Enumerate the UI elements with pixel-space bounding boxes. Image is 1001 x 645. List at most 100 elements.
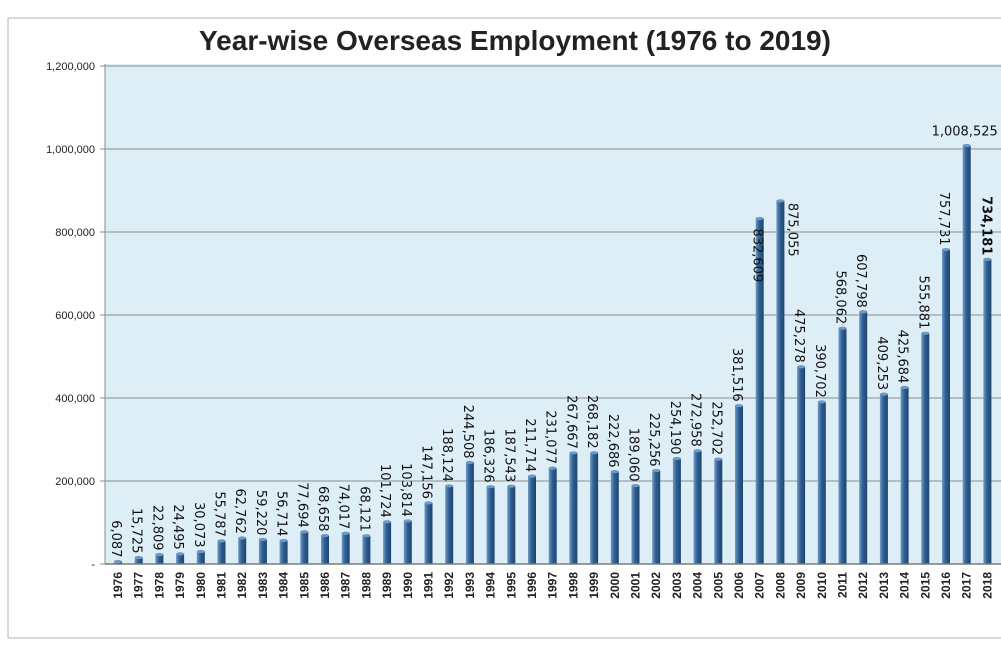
bar-cap (859, 310, 868, 314)
data-label: 62,762 (232, 488, 247, 534)
x-tick-label: 1993 (463, 572, 477, 599)
bar (735, 404, 743, 564)
bar-cap (238, 536, 247, 540)
bar (528, 474, 536, 564)
bar-body (238, 537, 247, 564)
y-tick-label: - (91, 559, 95, 571)
bar-cap (942, 247, 950, 252)
bar-body (569, 452, 578, 564)
x-tick-label: 2013 (877, 572, 891, 599)
x-tick-label: 1992 (442, 572, 456, 599)
data-label: 832,609 (750, 228, 765, 282)
bar (797, 365, 806, 564)
bar-body (362, 535, 371, 564)
bar (424, 501, 433, 564)
data-label: 268,182 (584, 395, 599, 449)
bar-body (507, 486, 516, 564)
bar (134, 555, 143, 564)
x-tick-label: 1983 (256, 572, 270, 599)
bar-cap (486, 485, 495, 489)
x-tick-label: 1994 (484, 572, 498, 599)
bar-body (817, 401, 826, 564)
bar-cap (134, 555, 143, 560)
data-label: 252,702 (708, 401, 723, 455)
bar-cap (217, 539, 226, 543)
y-tick-label: 200,000 (55, 476, 95, 488)
bar-cap (693, 449, 702, 453)
data-label: 55,787 (212, 491, 227, 537)
x-tick-label: 2004 (691, 572, 705, 599)
bar-cap (465, 460, 474, 465)
data-label: 22,809 (149, 505, 164, 551)
bar (155, 552, 164, 564)
bar (548, 466, 557, 564)
data-label: 231,077 (543, 410, 558, 464)
bar-body (859, 311, 868, 564)
bar-body (797, 366, 806, 564)
y-tick-label: 400,000 (55, 393, 95, 405)
bar-body (652, 470, 661, 564)
data-label: 186,326 (481, 429, 496, 483)
bar (300, 530, 309, 564)
data-label: 381,516 (729, 348, 744, 402)
bar-body (693, 450, 702, 564)
bar-body (258, 539, 267, 564)
data-label: 68,658 (315, 486, 330, 532)
x-tick-label: 1996 (525, 572, 539, 599)
bar (486, 485, 495, 564)
bar (900, 385, 909, 564)
bar-cap (983, 257, 992, 261)
data-label: 267,667 (563, 395, 578, 449)
bar (258, 537, 267, 564)
bar (631, 483, 640, 564)
x-tick-label: 2015 (918, 572, 932, 599)
y-tick-label: 600,000 (55, 310, 95, 322)
data-label: 74,017 (336, 484, 351, 530)
data-label: 700,159 (999, 210, 1001, 269)
bar (196, 549, 205, 564)
data-label: 101,724 (377, 464, 392, 518)
data-label: 188,124 (439, 428, 454, 482)
bar-body (735, 405, 743, 564)
bar-cap (445, 484, 454, 488)
x-tick-label: 2012 (856, 572, 870, 599)
bar-body (983, 259, 992, 564)
bar-cap (569, 451, 578, 455)
bars (114, 143, 992, 565)
bar-body (217, 540, 226, 564)
bar-body (465, 462, 474, 564)
bar (652, 468, 661, 564)
data-label: 56,714 (274, 491, 289, 537)
y-tick-label: 1,000,000 (46, 144, 95, 156)
data-label: 103,814 (398, 463, 413, 517)
bar (714, 457, 723, 564)
data-label: 30,073 (191, 502, 206, 548)
x-tick-label: 1977 (132, 572, 146, 599)
bar-body (445, 485, 454, 564)
data-label: 1,008,525 (932, 124, 998, 139)
bar (569, 451, 578, 564)
x-tick-label: 1991 (422, 572, 436, 599)
bar-body (383, 521, 392, 564)
x-tick-label: 2006 (732, 572, 746, 599)
bar-body (155, 554, 164, 564)
x-tick-label: 1980 (194, 572, 208, 599)
x-tick-label: 1979 (173, 572, 187, 599)
data-label: 222,686 (605, 414, 620, 468)
data-label: 875,055 (784, 203, 799, 257)
data-label: 555,881 (915, 276, 930, 330)
bar (465, 460, 474, 564)
x-tick-label: 2000 (608, 572, 622, 599)
bar-body (900, 387, 909, 564)
bar-body (548, 468, 557, 564)
bar (217, 539, 226, 564)
bar-cap (755, 216, 764, 221)
x-tick-label: 2002 (649, 572, 663, 599)
y-tick-label: 1,200,000 (46, 61, 95, 73)
bar-body (486, 486, 495, 564)
data-label: 734,181 (978, 196, 993, 255)
data-label: 390,702 (812, 344, 827, 398)
bar-body (962, 145, 971, 564)
bar-body (755, 218, 764, 564)
